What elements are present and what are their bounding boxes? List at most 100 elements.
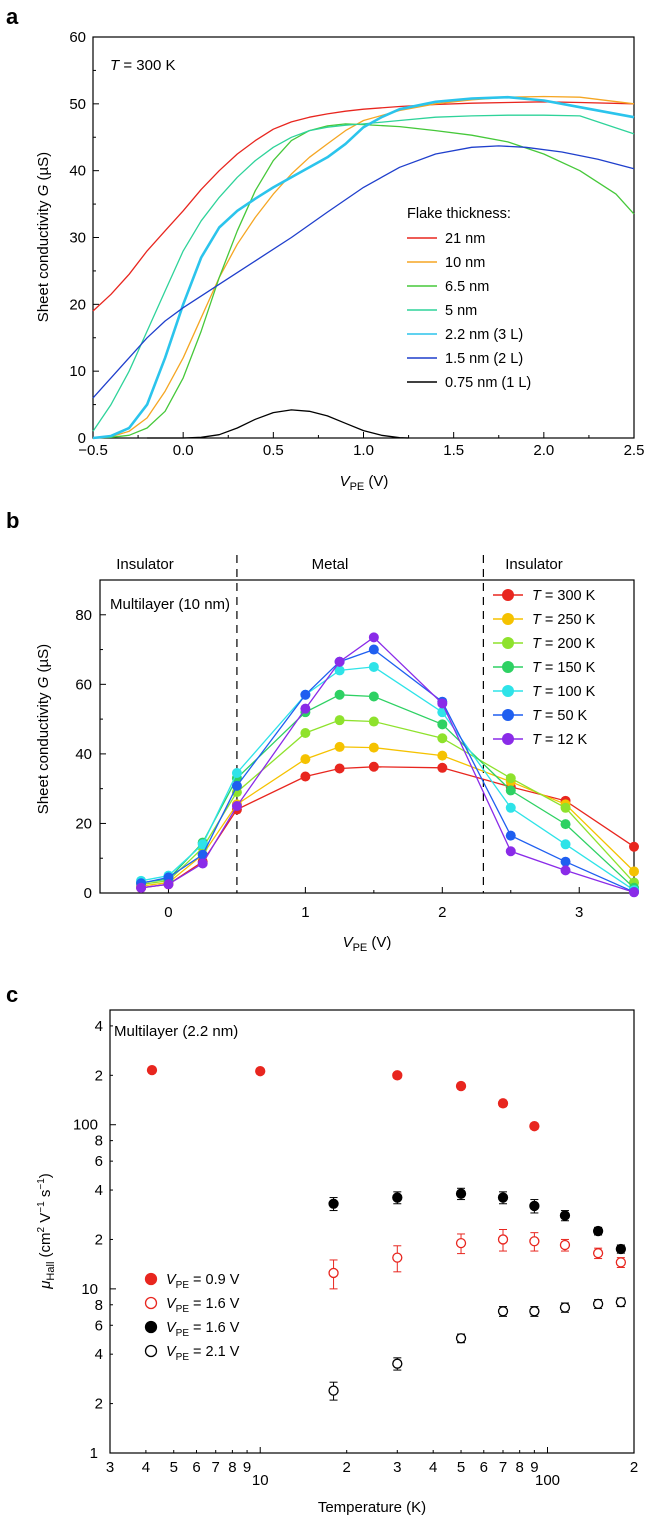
c-series-point-2 xyxy=(615,1243,627,1255)
b-series-point-5 xyxy=(368,644,379,655)
c-legend-label-3-val: = 2.1 V xyxy=(189,1344,240,1360)
c-series-point-1 xyxy=(592,1248,604,1259)
c-y-tick-label: 8 xyxy=(95,1297,103,1314)
c-y-tick-label: 2 xyxy=(95,1231,103,1248)
b-legend-label-5-val: = 50 K xyxy=(541,708,588,724)
c-legend-label-2-sub: PE xyxy=(176,1328,190,1339)
c-series-point-2 xyxy=(328,1198,339,1209)
b-series-point-6 xyxy=(300,703,311,714)
b-series-point-5 xyxy=(300,689,311,700)
region-label-insulator-left: Insulator xyxy=(116,556,174,573)
c-series-point-1 xyxy=(328,1267,339,1279)
c-legend-label-0-var: V xyxy=(166,1272,177,1288)
a-y-tick-label: 40 xyxy=(69,163,86,180)
panel-a-legend-title: Flake thickness: xyxy=(407,206,511,222)
b-y-tick-label: 20 xyxy=(75,815,92,832)
b-series-point-3 xyxy=(334,689,345,700)
b-series-point-6 xyxy=(334,656,345,667)
c-legend-label-0-sub: PE xyxy=(176,1280,190,1291)
c-x-tick-label: 4 xyxy=(429,1459,437,1476)
b-legend-swatch-dot-0 xyxy=(502,589,514,601)
b-legend-swatch-dot-4 xyxy=(502,685,514,697)
b-series-point-6 xyxy=(505,846,516,857)
panel-a-x-axis-label: VPE (V) xyxy=(340,473,389,493)
a-x-tick-label: 0.5 xyxy=(263,442,284,459)
c-legend-label-1-val: = 1.6 V xyxy=(189,1296,240,1312)
b-legend-label-0-var: T xyxy=(532,588,542,604)
a-y-tick-label: 60 xyxy=(69,29,86,46)
b-legend-label-2-val: = 200 K xyxy=(541,636,596,652)
b-series-point-6 xyxy=(163,879,174,890)
b-series-point-5 xyxy=(197,849,208,860)
b-series-point-0 xyxy=(368,761,379,772)
b-x-tick-label: 3 xyxy=(575,904,583,921)
b-y-tick-label: 60 xyxy=(75,676,92,693)
c-series-point-1 xyxy=(455,1237,467,1249)
c-series-point-2 xyxy=(455,1188,467,1199)
a-y-tick-label: 20 xyxy=(69,296,86,313)
c-legend-label-3-sub: PE xyxy=(176,1352,190,1363)
b-series-point-2 xyxy=(334,715,345,726)
a-y-tick-label: 0 xyxy=(78,430,86,447)
a-series-line-0 xyxy=(92,101,635,312)
b-legend-label-5-var: T xyxy=(532,708,542,724)
b-series-point-4 xyxy=(560,839,571,850)
c-legend-label-2: VPE = 1.6 V xyxy=(166,1320,240,1339)
a-legend-label-3: 5 nm xyxy=(445,303,477,319)
c-series-point-2 xyxy=(559,1210,571,1221)
b-series-point-6 xyxy=(136,882,147,893)
a-legend-label-6: 0.75 nm (1 L) xyxy=(445,375,531,391)
b-series-point-3 xyxy=(368,691,379,702)
c-y-tick-label: 4 xyxy=(95,1182,103,1199)
c-series-point-0 xyxy=(497,1098,509,1109)
c-y-tick-label: 2 xyxy=(95,1396,103,1413)
b-legend-label-4-var: T xyxy=(532,684,542,700)
c-x-tick-label: 4 xyxy=(142,1459,150,1476)
region-label-insulator-right: Insulator xyxy=(505,556,563,573)
b-series-point-6 xyxy=(560,865,571,876)
c-legend-label-1-sub: PE xyxy=(176,1304,190,1315)
a-x-tick-label: 2.5 xyxy=(624,442,645,459)
b-series-point-1 xyxy=(437,750,448,761)
c-series-point-3 xyxy=(559,1302,571,1313)
c-x-tick-label: 5 xyxy=(170,1459,178,1476)
b-y-tick-label: 40 xyxy=(75,746,92,763)
c-x-tick-label: 2 xyxy=(343,1459,351,1476)
b-series-point-6 xyxy=(629,887,639,898)
a-series-line-6 xyxy=(147,409,409,439)
a-x-tick-label: −0.5 xyxy=(78,442,108,459)
b-legend-label-4-val: = 100 K xyxy=(541,684,596,700)
c-series-point-1 xyxy=(497,1234,509,1245)
a-series-line-2 xyxy=(92,123,635,439)
b-series-point-6 xyxy=(368,632,379,643)
c-series-point-3 xyxy=(592,1298,604,1310)
c-series-point-3 xyxy=(455,1333,467,1344)
c-series-point-3 xyxy=(529,1306,540,1317)
b-legend-label-6-var: T xyxy=(532,732,542,748)
c-y-tick-label: 6 xyxy=(95,1317,103,1334)
b-series-point-0 xyxy=(437,762,448,773)
b-series-point-6 xyxy=(231,801,242,812)
c-x-tick-label: 9 xyxy=(243,1459,251,1476)
panel-c-x-axis-label: Temperature (K) xyxy=(318,1499,426,1516)
c-y-tick-label: 4 xyxy=(95,1346,103,1363)
c-legend-label-1-var: V xyxy=(166,1296,177,1312)
b-series-point-4 xyxy=(197,839,208,850)
region-label-metal: Metal xyxy=(312,556,349,573)
panel-a-temperature-annotation: T = 300 K xyxy=(110,57,175,74)
a-x-tick-label: 1.5 xyxy=(443,442,464,459)
c-series-point-3 xyxy=(497,1306,509,1317)
b-legend-label-6: T = 12 K xyxy=(532,732,588,748)
b-series-point-5 xyxy=(231,780,242,791)
c-x-tick-label: 3 xyxy=(393,1459,401,1476)
a-series-line-5 xyxy=(92,145,635,399)
b-y-tick-label: 0 xyxy=(84,885,92,902)
b-series-point-2 xyxy=(368,716,379,727)
b-legend-label-0: T = 300 K xyxy=(532,588,596,604)
a-legend-label-1: 10 nm xyxy=(445,255,485,271)
b-series-point-6 xyxy=(437,698,448,709)
c-series-point-3 xyxy=(328,1385,339,1396)
b-series-line-4 xyxy=(140,666,635,891)
b-legend-swatch-dot-5 xyxy=(502,709,514,721)
c-series-point-3 xyxy=(392,1358,403,1369)
